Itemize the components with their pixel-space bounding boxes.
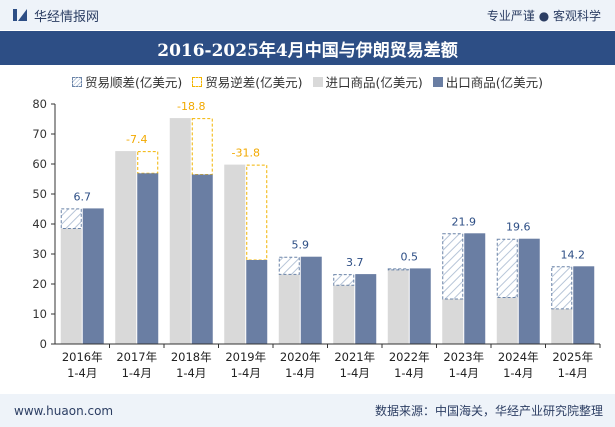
y-axis: 0 10 20 30 40 50 60 70 80 [32,97,56,351]
surplus-bar[interactable] [442,233,464,300]
export-bar[interactable] [246,260,268,344]
import-bar[interactable] [496,297,518,345]
export-bar[interactable] [300,256,322,344]
y-tick-label: 40 [32,217,47,231]
y-tick-label: 10 [32,307,47,321]
brand-name: 华经情报网 [34,9,100,25]
import-bar[interactable] [60,228,82,345]
balance-data-label: 21.9 [452,215,477,228]
export-bar[interactable] [191,174,213,345]
legend-swatch-deficit [192,76,203,87]
x-category-label: 2017年 [116,350,157,364]
legend-swatch-export [432,76,443,87]
legend-swatch-import [312,76,323,87]
x-category-sublabel: 1-4月 [176,366,206,380]
balance-data-label: -18.8 [177,100,205,113]
chart-legend: 贸易顺差(亿美元) 贸易逆差(亿美元) 进口商品(亿美元) 出口商品(亿美元) [0,72,615,91]
import-bar[interactable] [169,118,191,344]
deficit-bar[interactable] [137,151,159,174]
x-category-sublabel: 1-4月 [340,366,370,380]
balance-data-label: 6.7 [74,190,92,203]
x-category-sublabel: 1-4月 [449,366,479,380]
export-bar[interactable] [82,208,104,344]
surplus-bar[interactable] [60,208,82,230]
title-bar: 2016-2025年4月中国与伊朗贸易差额 [0,31,615,65]
bar-chart: 0 10 20 30 40 50 60 70 80 6.7 -7.4 -18.8 -31.8 5.9 3.… [32,97,601,380]
website-link[interactable]: www.huaon.com [14,403,114,418]
import-bar[interactable] [551,308,573,344]
x-category-sublabel: 1-4月 [285,366,315,380]
x-category-sublabel: 1-4月 [503,366,533,380]
y-tick-label: 20 [32,277,47,291]
legend-item-export[interactable]: 出口商品(亿美元) [432,72,544,91]
tagline: 专业严谨 ● 客观科学 [486,8,601,23]
x-category-label: 2025年 [552,350,593,364]
x-category-label: 2019年 [225,350,266,364]
x-category-label: 2018年 [171,350,212,364]
import-bar[interactable] [278,274,300,344]
legend-item-surplus[interactable]: 贸易顺差(亿美元) [71,72,183,91]
x-category-sublabel: 1-4月 [558,366,588,380]
brand[interactable]: 华经情报网 [12,6,99,25]
surplus-bar[interactable] [496,238,518,298]
export-bar[interactable] [409,268,431,344]
balance-data-label: 5.9 [292,239,310,252]
export-bar[interactable] [518,238,540,344]
surplus-bar[interactable] [551,266,573,310]
x-category-sublabel: 1-4月 [394,366,424,380]
x-category-sublabel: 1-4月 [122,366,152,380]
x-category-label: 2024年 [498,350,539,364]
import-bar[interactable] [115,151,137,344]
huajing-logo-icon [13,9,27,21]
surplus-bar[interactable] [333,274,355,286]
export-bar[interactable] [355,274,377,344]
y-tick-label: 30 [32,247,47,261]
legend-item-deficit[interactable]: 贸易逆差(亿美元) [192,72,303,91]
import-bar[interactable] [224,164,246,344]
surplus-bar[interactable] [387,268,409,271]
y-tick-label: 50 [32,187,47,201]
x-category-label: 2023年 [443,350,484,364]
y-tick-label: 0 [40,337,47,351]
export-bar[interactable] [464,233,486,344]
balance-data-label: 14.2 [561,248,586,261]
bars-group: 6.7 -7.4 -18.8 -31.8 5.9 3.7 0.5 21.9 19.6 14.2 [60,100,595,345]
x-category-sublabel: 1-4月 [231,366,261,380]
import-bar[interactable] [333,285,355,344]
balance-data-label: -7.4 [126,133,147,146]
deficit-bar[interactable] [191,118,213,176]
balance-data-label: 19.6 [506,221,531,234]
y-tick-label: 70 [32,127,47,141]
x-category-sublabel: 1-4月 [67,366,97,380]
x-category-label: 2020年 [280,350,321,364]
surplus-bar[interactable] [278,256,300,275]
y-tick-label: 80 [32,97,47,111]
deficit-bar[interactable] [246,164,268,261]
import-bar[interactable] [387,269,409,344]
balance-data-label: -31.8 [232,147,260,160]
chart-title: 2016-2025年4月中国与伊朗贸易差额 [157,40,458,61]
y-tick-label: 60 [32,157,47,171]
data-source: 数据来源：中国海关，华经产业研究院整理 [374,404,603,418]
legend-label-export: 出口商品(亿美元) [445,75,544,90]
export-bar[interactable] [573,266,595,344]
x-category-label: 2016年 [62,350,103,364]
top-bar: 华经情报网 专业严谨 ● 客观科学 [0,0,615,30]
legend-label-surplus: 贸易顺差(亿美元) [84,75,183,90]
export-bar[interactable] [137,173,159,344]
x-category-label: 2021年 [334,350,375,364]
legend-label-import: 进口商品(亿美元) [325,75,423,90]
legend-swatch-surplus [71,76,82,87]
legend-item-import[interactable]: 进口商品(亿美元) [312,72,423,91]
legend-label-deficit: 贸易逆差(亿美元) [205,75,303,90]
x-axis: 2016年 1-4月 2017年 1-4月 2018年 1-4月 2019年 1-4月 2020… [55,343,601,380]
import-bar[interactable] [442,299,464,344]
x-category-label: 2022年 [389,350,430,364]
balance-data-label: 3.7 [346,256,364,269]
balance-data-label: 0.5 [401,250,419,263]
footer: www.huaon.com 数据来源：中国海关，华经产业研究院整理 [0,394,615,427]
